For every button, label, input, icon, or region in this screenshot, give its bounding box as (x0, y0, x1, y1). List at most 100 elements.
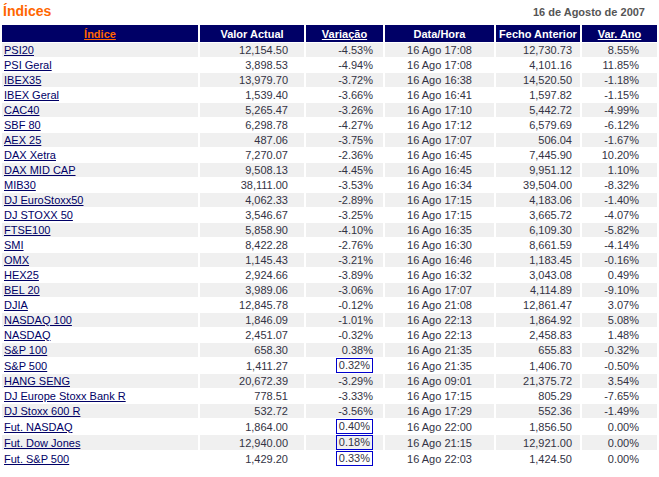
index-link[interactable]: NASDAQ 100 (4, 314, 72, 326)
var-ano-cell: -4.14% (582, 238, 657, 252)
data-hora-cell: 16 Ago 17:10 (385, 103, 494, 117)
index-link[interactable]: PSI Geral (4, 59, 52, 71)
data-hora-cell: 16 Ago 16:46 (385, 253, 494, 267)
variacao-cell: -4.10% (306, 223, 383, 237)
variacao-value: -4.94% (338, 59, 373, 71)
index-link[interactable]: HEX25 (4, 269, 39, 281)
var-ano-cell: -7.65% (582, 389, 657, 403)
variacao-cell: -4.53% (306, 43, 383, 57)
data-hora-cell: 16 Ago 17:15 (385, 193, 494, 207)
var-ano-cell: 10.20% (582, 148, 657, 162)
index-name-cell: IBEX35 (2, 73, 198, 87)
index-link[interactable]: HANG SENG (4, 375, 70, 387)
col-header-variacao[interactable]: Variação (306, 25, 383, 42)
data-hora-cell: 16 Ago 21:35 (385, 358, 494, 373)
data-hora-cell: 16 Ago 21:35 (385, 343, 494, 357)
variacao-value: -3.06% (338, 284, 373, 296)
index-name-cell: DJIA (2, 298, 198, 312)
data-hora-cell: 16 Ago 16:30 (385, 238, 494, 252)
data-hora-cell: 16 Ago 17:07 (385, 133, 494, 147)
index-link[interactable]: Fut. NASDAQ (4, 421, 72, 433)
col-header-indice[interactable]: Índice (2, 25, 198, 42)
indice-sort-link[interactable]: Índice (84, 28, 116, 40)
variacao-value: 0.38% (342, 344, 373, 356)
fecho-anterior-cell: 552.36 (496, 404, 580, 418)
index-name-cell: CAC40 (2, 103, 198, 117)
indices-table: Índice Valor Actual Variação Data/Hora F… (0, 24, 659, 467)
var-ano-cell: -6.12% (582, 118, 657, 132)
variacao-value-highlighted: 0.33% (336, 451, 373, 466)
fecho-anterior-cell: 4,101.16 (496, 58, 580, 72)
var-ano-cell: -9.10% (582, 283, 657, 297)
variacao-cell: -0.32% (306, 328, 383, 342)
index-name-cell: IBEX Geral (2, 88, 198, 102)
index-link[interactable]: DJ Stoxx 600 R (4, 405, 80, 417)
fecho-anterior-cell: 1,597.82 (496, 88, 580, 102)
table-row: FTSE1005,858.90-4.10%16 Ago 16:356,109.3… (2, 223, 657, 237)
table-row: Fut. NASDAQ1,864.000.40%16 Ago 22:001,85… (2, 419, 657, 434)
variacao-cell: -2.36% (306, 148, 383, 162)
data-hora-cell: 16 Ago 09:01 (385, 374, 494, 388)
variacao-cell: -1.01% (306, 313, 383, 327)
var-ano-cell: -1.15% (582, 88, 657, 102)
var-ano-sort-link[interactable]: Var. Ano (598, 28, 642, 40)
fecho-anterior-cell: 12,861.47 (496, 298, 580, 312)
index-name-cell: SMI (2, 238, 198, 252)
index-link[interactable]: DJ Europe Stoxx Bank R (4, 390, 126, 402)
index-link[interactable]: S&P 500 (4, 360, 47, 372)
fecho-anterior-cell: 8,661.59 (496, 238, 580, 252)
data-hora-cell: 16 Ago 16:45 (385, 163, 494, 177)
index-link[interactable]: AEX 25 (4, 134, 41, 146)
index-link[interactable]: IBEX Geral (4, 89, 59, 101)
index-link[interactable]: PSI20 (4, 44, 34, 56)
variacao-value: -3.21% (338, 254, 373, 266)
variacao-cell: -3.56% (306, 404, 383, 418)
data-hora-cell: 16 Ago 17:29 (385, 404, 494, 418)
index-link[interactable]: BEL 20 (4, 284, 40, 296)
index-link[interactable]: CAC40 (4, 104, 39, 116)
index-link[interactable]: NASDAQ (4, 329, 50, 341)
variacao-value: -3.26% (338, 104, 373, 116)
variacao-cell: 0.38% (306, 343, 383, 357)
valor-actual-cell: 1,846.09 (200, 313, 304, 327)
variacao-sort-link[interactable]: Variação (322, 28, 367, 40)
index-link[interactable]: DJ STOXX 50 (4, 209, 73, 221)
fecho-anterior-cell: 6,579.69 (496, 118, 580, 132)
variacao-value-highlighted: 0.40% (336, 419, 373, 434)
index-link[interactable]: DAX MID CAP (4, 164, 76, 176)
var-ano-cell: 3.54% (582, 374, 657, 388)
valor-actual-cell: 9,508.13 (200, 163, 304, 177)
index-name-cell: PSI20 (2, 43, 198, 57)
index-link[interactable]: SBF 80 (4, 119, 41, 131)
variacao-cell: -3.21% (306, 253, 383, 267)
index-link[interactable]: Fut. S&P 500 (4, 453, 69, 465)
valor-actual-cell: 20,672.39 (200, 374, 304, 388)
index-link[interactable]: MIB30 (4, 179, 36, 191)
index-link[interactable]: DJ EuroStoxx50 (4, 194, 83, 206)
data-hora-cell: 16 Ago 17:08 (385, 58, 494, 72)
fecho-anterior-cell: 39,504.00 (496, 178, 580, 192)
table-row: Fut. Dow Jones12,940.000.18%16 Ago 21:15… (2, 435, 657, 450)
page-title: Índices (3, 4, 51, 18)
index-link[interactable]: SMI (4, 239, 24, 251)
index-link[interactable]: DJIA (4, 299, 28, 311)
table-row: DAX Xetra7,270.07-2.36%16 Ago 16:457,445… (2, 148, 657, 162)
index-name-cell: AEX 25 (2, 133, 198, 147)
variacao-value: -3.66% (338, 89, 373, 101)
variacao-value: -4.53% (338, 44, 373, 56)
index-link[interactable]: FTSE100 (4, 224, 50, 236)
table-row: SMI8,422.28-2.76%16 Ago 16:308,661.59-4.… (2, 238, 657, 252)
table-row: AEX 25487.06-3.75%16 Ago 17:07506.04-1.6… (2, 133, 657, 147)
index-link[interactable]: OMX (4, 254, 29, 266)
col-header-var-ano[interactable]: Var. Ano (582, 25, 657, 42)
index-link[interactable]: Fut. Dow Jones (4, 437, 80, 449)
table-row: BEL 203,989.06-3.06%16 Ago 17:074,114.89… (2, 283, 657, 297)
var-ano-cell: 0.49% (582, 268, 657, 282)
var-ano-cell: 5.08% (582, 313, 657, 327)
fecho-anterior-cell: 9,951.12 (496, 163, 580, 177)
index-link[interactable]: S&P 100 (4, 344, 47, 356)
var-ano-cell: 1.48% (582, 328, 657, 342)
index-link[interactable]: DAX Xetra (4, 149, 56, 161)
index-link[interactable]: IBEX35 (4, 74, 41, 86)
fecho-anterior-cell: 5,442.72 (496, 103, 580, 117)
